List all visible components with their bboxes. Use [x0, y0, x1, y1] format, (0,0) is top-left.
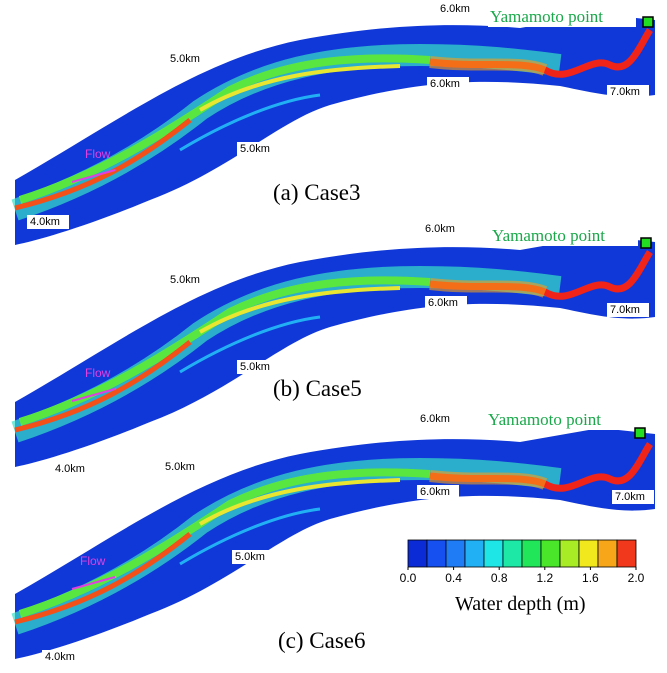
- colorbar-bin: [445, 539, 466, 568]
- colorbar-bin: [540, 539, 561, 568]
- flow-label: Flow: [80, 554, 106, 568]
- colorbar-bin: [426, 539, 447, 568]
- km-label: 4.0km: [45, 651, 75, 663]
- km-label-bg: [237, 142, 279, 156]
- flow-label: Flow: [85, 366, 111, 380]
- point-label-bg: [488, 7, 636, 27]
- km-label-bg: [42, 650, 84, 664]
- river-panel: Flow 6.0km 5.0km 6.0km 7.0km 5.0km 4.0km Yamamo…: [15, 410, 655, 664]
- colorbar-tick-label: 2.0: [628, 571, 645, 585]
- point-marker: [642, 16, 654, 28]
- point-label-bg: [486, 410, 634, 430]
- flow-arrow: [71, 169, 116, 183]
- km-label-bg: [232, 550, 274, 564]
- km-label: 5.0km: [240, 143, 270, 155]
- point-marker: [640, 237, 652, 249]
- colorbar-title: Water depth (m): [455, 593, 586, 615]
- colorbar-tick-label: 0.4: [445, 571, 462, 585]
- km-label-bg: [52, 462, 94, 476]
- panel-caption: (b) Case5: [273, 376, 362, 401]
- km-label: 6.0km: [428, 297, 458, 309]
- point-label: Yamamoto point: [492, 226, 605, 245]
- km-label: 4.0km: [55, 463, 85, 475]
- km-label-bg: [417, 412, 459, 426]
- km-label-bg: [607, 85, 649, 99]
- colorbar-bin: [464, 539, 485, 568]
- km-label-bg: [27, 215, 69, 229]
- km-label: 4.0km: [30, 216, 60, 228]
- km-label-bg: [425, 296, 467, 310]
- colorbar-bin: [483, 539, 504, 568]
- river-panel: Flow 6.0km 5.0km 6.0km 7.0km 5.0km 4.0km Yamamo…: [15, 222, 655, 476]
- colorbar-tick-label: 0.0: [400, 571, 417, 585]
- colorbar-bin: [521, 539, 542, 568]
- km-label: 5.0km: [165, 461, 195, 473]
- km-label-bg: [167, 273, 209, 287]
- km-label-bg: [162, 460, 204, 474]
- point-label: Yamamoto point: [488, 410, 601, 429]
- km-label: 6.0km: [420, 486, 450, 498]
- river-panel: Flow 6.0km 5.0km 6.0km 7.0km 5.0km 4.0km Yamamo…: [15, 2, 655, 245]
- km-label: 6.0km: [425, 223, 455, 235]
- km-label-bg: [612, 490, 654, 504]
- km-label: 7.0km: [610, 304, 640, 316]
- km-label: 5.0km: [170, 53, 200, 65]
- km-label-bg: [437, 2, 479, 16]
- panel-caption: (c) Case6: [278, 628, 366, 653]
- km-label: 7.0km: [610, 86, 640, 98]
- colorbar-tick-label: 1.2: [536, 571, 553, 585]
- panel-caption: (a) Case3: [273, 180, 361, 205]
- km-label-bg: [167, 52, 209, 66]
- colorbar-tick-label: 1.6: [582, 571, 599, 585]
- river-map: [15, 236, 655, 467]
- point-label: Yamamoto point: [490, 7, 603, 26]
- point-label-bg: [490, 226, 638, 246]
- km-label: 5.0km: [170, 274, 200, 286]
- colorbar-bin: [597, 539, 618, 568]
- colorbar-bin: [616, 539, 637, 568]
- km-label: 7.0km: [615, 491, 645, 503]
- flow-arrow: [71, 388, 116, 402]
- km-label-bg: [237, 360, 279, 374]
- flow-arrow: [71, 576, 116, 590]
- km-label-bg: [607, 303, 649, 317]
- colorbar-bin: [559, 539, 580, 568]
- km-label: 6.0km: [420, 413, 450, 425]
- km-label-bg: [427, 77, 469, 91]
- colorbar-tick-label: 0.8: [491, 571, 508, 585]
- flow-label: Flow: [85, 147, 111, 161]
- point-marker: [634, 427, 646, 439]
- km-label: 6.0km: [430, 78, 460, 90]
- colorbar-bin: [578, 539, 599, 568]
- km-label-bg: [417, 485, 459, 499]
- river-map: [15, 14, 655, 245]
- km-label: 5.0km: [240, 361, 270, 373]
- km-label-bg: [422, 222, 464, 236]
- colorbar-bin: [407, 539, 428, 568]
- km-label: 6.0km: [440, 3, 470, 15]
- colorbar-bin: [502, 539, 523, 568]
- km-label: 5.0km: [235, 551, 265, 563]
